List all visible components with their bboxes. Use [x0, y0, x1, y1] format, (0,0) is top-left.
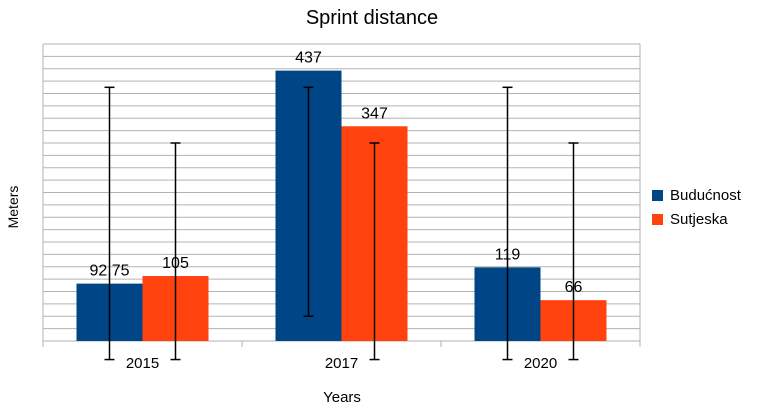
- x-tick-label: 2017: [325, 355, 358, 372]
- legend-item-budecnost: Budućnost: [652, 183, 741, 207]
- x-tick-label: 2020: [524, 355, 557, 372]
- legend-label-sutjeska: Sutjeska: [670, 210, 728, 228]
- legend-item-sutjeska: Sutjeska: [652, 207, 741, 231]
- legend-label-budecnost: Budućnost: [670, 186, 741, 204]
- legend: Budućnost Sutjeska: [652, 183, 741, 231]
- data-label: 92.75: [89, 263, 129, 280]
- legend-swatch-sutjeska: [652, 213, 663, 225]
- legend-swatch-budecnost: [652, 189, 663, 201]
- error-bars: [104, 86, 579, 361]
- x-axis-ticks: 2015 2017 2020: [42, 341, 641, 372]
- y-axis-title: Meters: [5, 186, 21, 229]
- data-label: 105: [162, 255, 189, 272]
- data-label: 437: [295, 50, 322, 67]
- data-label: 119: [495, 246, 521, 263]
- data-label: 66: [565, 279, 583, 296]
- data-labels: 92.75 105 437 347 119 66: [89, 50, 582, 297]
- x-axis-title: Years: [323, 389, 361, 406]
- x-tick-label: 2015: [126, 355, 159, 372]
- chart-title: Sprint distance: [306, 7, 438, 29]
- data-label: 347: [361, 105, 388, 122]
- bars: [76, 70, 607, 341]
